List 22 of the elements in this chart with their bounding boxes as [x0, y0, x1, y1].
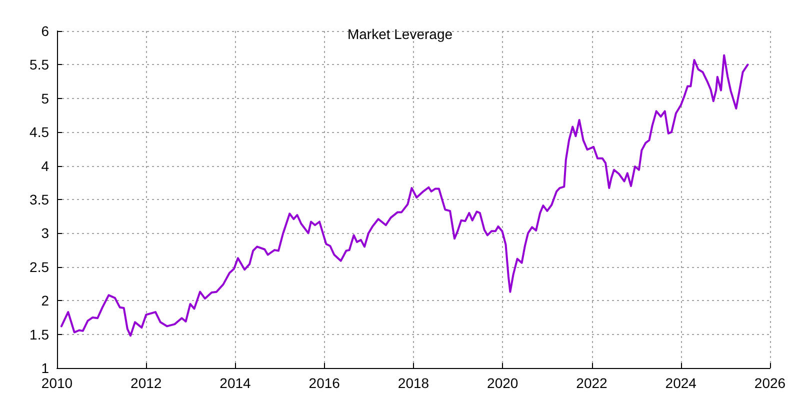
x-tick-label: 2020 [487, 375, 518, 391]
y-tick-label: 2.5 [30, 258, 50, 275]
y-tick-label: 1.5 [30, 326, 50, 342]
x-tick-label: 2016 [308, 375, 340, 391]
x-tick-label: 2024 [665, 375, 697, 391]
y-tick-label: 5.5 [30, 56, 50, 73]
y-tick-label: 4.5 [30, 124, 50, 140]
chart-title: Market Leverage [347, 26, 453, 42]
x-tick-label: 2010 [41, 375, 73, 391]
y-tick-label: 3 [41, 225, 50, 242]
x-tick-label: 2014 [220, 375, 252, 391]
y-tick-label: 4 [41, 158, 50, 174]
x-tick-label: 2026 [754, 375, 786, 391]
y-tick-label: 6 [41, 23, 50, 39]
line-series [60, 54, 749, 337]
y-tick-label: 2 [41, 292, 50, 309]
x-tick-label: 2012 [130, 375, 162, 391]
y-tick-label: 3.5 [30, 192, 50, 208]
y-tick-label: 1 [41, 360, 50, 376]
x-tick-label: 2022 [576, 375, 608, 391]
y-tick-label: 5 [41, 90, 50, 106]
x-tick-label: 2018 [398, 375, 430, 391]
